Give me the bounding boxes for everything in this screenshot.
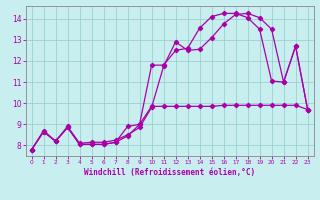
X-axis label: Windchill (Refroidissement éolien,°C): Windchill (Refroidissement éolien,°C) — [84, 168, 255, 177]
